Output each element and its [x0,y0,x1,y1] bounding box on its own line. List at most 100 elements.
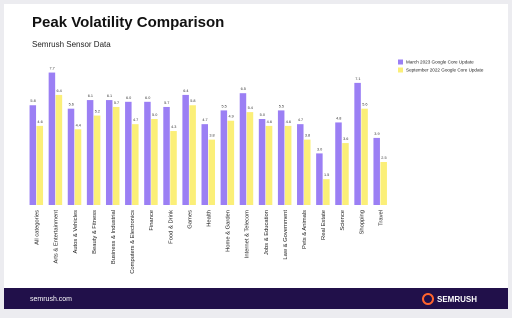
footer-url: semrush.com [30,296,72,303]
value-label: 5.6 [69,103,74,107]
bar [246,112,254,205]
value-label: 5.5 [221,104,226,108]
value-label: 7.1 [355,77,360,81]
bar [277,110,285,205]
bar [297,124,304,205]
x-tick-label: Shopping [359,210,365,235]
footer-brand: SEMRUSH [437,295,477,304]
x-tick-label: Pets & Animals [302,210,308,249]
x-tick-label: Autos & Vehicles [73,210,79,254]
value-label: 6.5 [241,87,246,91]
value-label: 3.8 [305,134,310,138]
value-label: 2.5 [381,156,386,160]
value-label: 4.7 [298,118,303,122]
value-label: 4.6 [267,120,272,124]
x-tick-label: Arts & Entertainment [54,210,60,264]
x-tick-label: Food & Drink [168,210,174,244]
bar [36,125,44,205]
x-tick-label: Computers & Electronics [130,210,136,274]
value-label: 7.7 [50,67,55,71]
bar [265,125,273,205]
bar [284,125,292,205]
value-label: 5.8 [30,99,35,103]
bar [220,110,228,205]
value-label: 3.6 [343,137,348,141]
logo-icon [422,293,434,305]
bar [48,72,56,205]
value-label: 6.1 [88,94,93,98]
legend-label: September 2022 Google Core Update [406,68,484,73]
value-label: 4.6 [286,120,291,124]
value-label: 6.0 [145,96,150,100]
value-label: 4.3 [171,125,176,129]
value-label: 5.7 [164,101,169,105]
value-label: 5.7 [114,101,119,105]
footer-bar [4,288,508,309]
bar [182,94,189,205]
bar [151,119,158,205]
x-tick-label: All categories [35,210,41,245]
x-tick-label: Health [207,210,213,227]
x-tick-label: Science [340,210,346,231]
bar [373,137,380,205]
value-label: 4.6 [37,120,42,124]
x-tick-label: Internet & Telecom [245,210,251,258]
bar [132,124,139,205]
bar [163,106,170,205]
bar [335,122,342,205]
value-label: 4.8 [336,116,341,120]
x-tick-label: Home & Garden [226,210,232,252]
value-label: 6.1 [107,94,112,98]
value-label: 5.4 [248,106,253,110]
value-label: 6.0 [126,96,131,100]
x-tick-label: Jobs & Education [264,210,270,255]
value-label: 3.0 [317,147,322,151]
bar [208,139,215,205]
x-tick-label: Business & Industrial [111,210,117,264]
legend-swatch [398,67,403,73]
chart-title: Peak Volatility Comparison [32,14,224,31]
legend-swatch [398,59,403,65]
legend-label: March 2023 Google Core Update [406,60,474,65]
value-label: 4.4 [76,123,81,127]
x-tick-label: Finance [149,210,155,231]
bar [316,153,323,205]
bar [304,139,311,205]
bar [258,119,266,205]
bar [380,162,387,205]
value-label: 6.4 [183,89,188,93]
value-label: 5.2 [95,110,100,114]
bar [29,105,37,205]
bar [93,115,101,205]
bar [201,124,208,205]
bar [67,108,75,205]
bar [361,108,368,205]
bar [323,179,330,205]
value-label: 4.7 [202,118,207,122]
bar [239,93,247,205]
x-tick-label: Games [187,210,193,229]
value-label: 5.8 [190,99,195,103]
x-tick-label: Law & Government [283,210,289,260]
bar [144,101,151,205]
bar [227,120,235,205]
chart-subtitle: Semrush Sensor Data [32,40,111,49]
value-label: 4.7 [133,118,138,122]
bar [354,82,361,205]
value-label: 1.5 [324,173,329,177]
bar [170,131,177,205]
value-label: 5.0 [152,113,157,117]
bar [105,100,113,205]
value-label: 3.8 [209,134,214,138]
bar [125,101,132,205]
value-label: 4.9 [228,115,233,119]
bar [86,100,94,205]
bar [55,94,63,205]
bar [342,143,349,205]
bar [189,105,196,205]
x-tick-label: Real Estate [321,210,327,240]
value-label: 5.0 [260,113,265,117]
value-label: 5.5 [279,104,284,108]
